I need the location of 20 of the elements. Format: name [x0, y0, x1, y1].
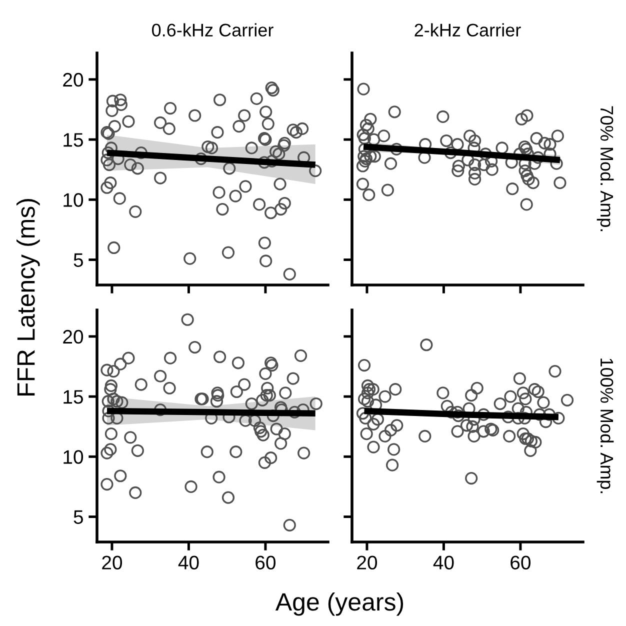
x-tick-label: 40	[433, 556, 454, 570]
x-tick-label: 20	[102, 556, 122, 570]
y-tick-label: 15	[64, 133, 83, 147]
x-tick-label: 20	[357, 556, 378, 570]
chart-title: 2-kHz Carrier	[414, 23, 521, 37]
y-tick-label: 20	[63, 72, 84, 87]
x-tick-label: 60	[510, 556, 531, 570]
text: 70% Mod. Amp.	[596, 106, 614, 232]
text: 100% Mod. Amp.	[596, 358, 614, 494]
chart-title: 0.6-kHz Carrier	[152, 23, 274, 37]
y-tick-label: 5	[74, 253, 83, 267]
y-tick-label: 20	[63, 330, 84, 344]
y-tick-label: 10	[64, 193, 84, 207]
y-tick-label: 5	[74, 510, 83, 524]
y-tick-label: 10	[64, 450, 84, 464]
x-axis-title: Age (years)	[275, 592, 404, 616]
y-tick-label: 15	[64, 390, 83, 404]
x-tick-label: 60	[256, 556, 276, 570]
x-tick-label: 40	[178, 556, 199, 570]
y-axis-title: FFR Latency (ms)	[16, 199, 40, 396]
